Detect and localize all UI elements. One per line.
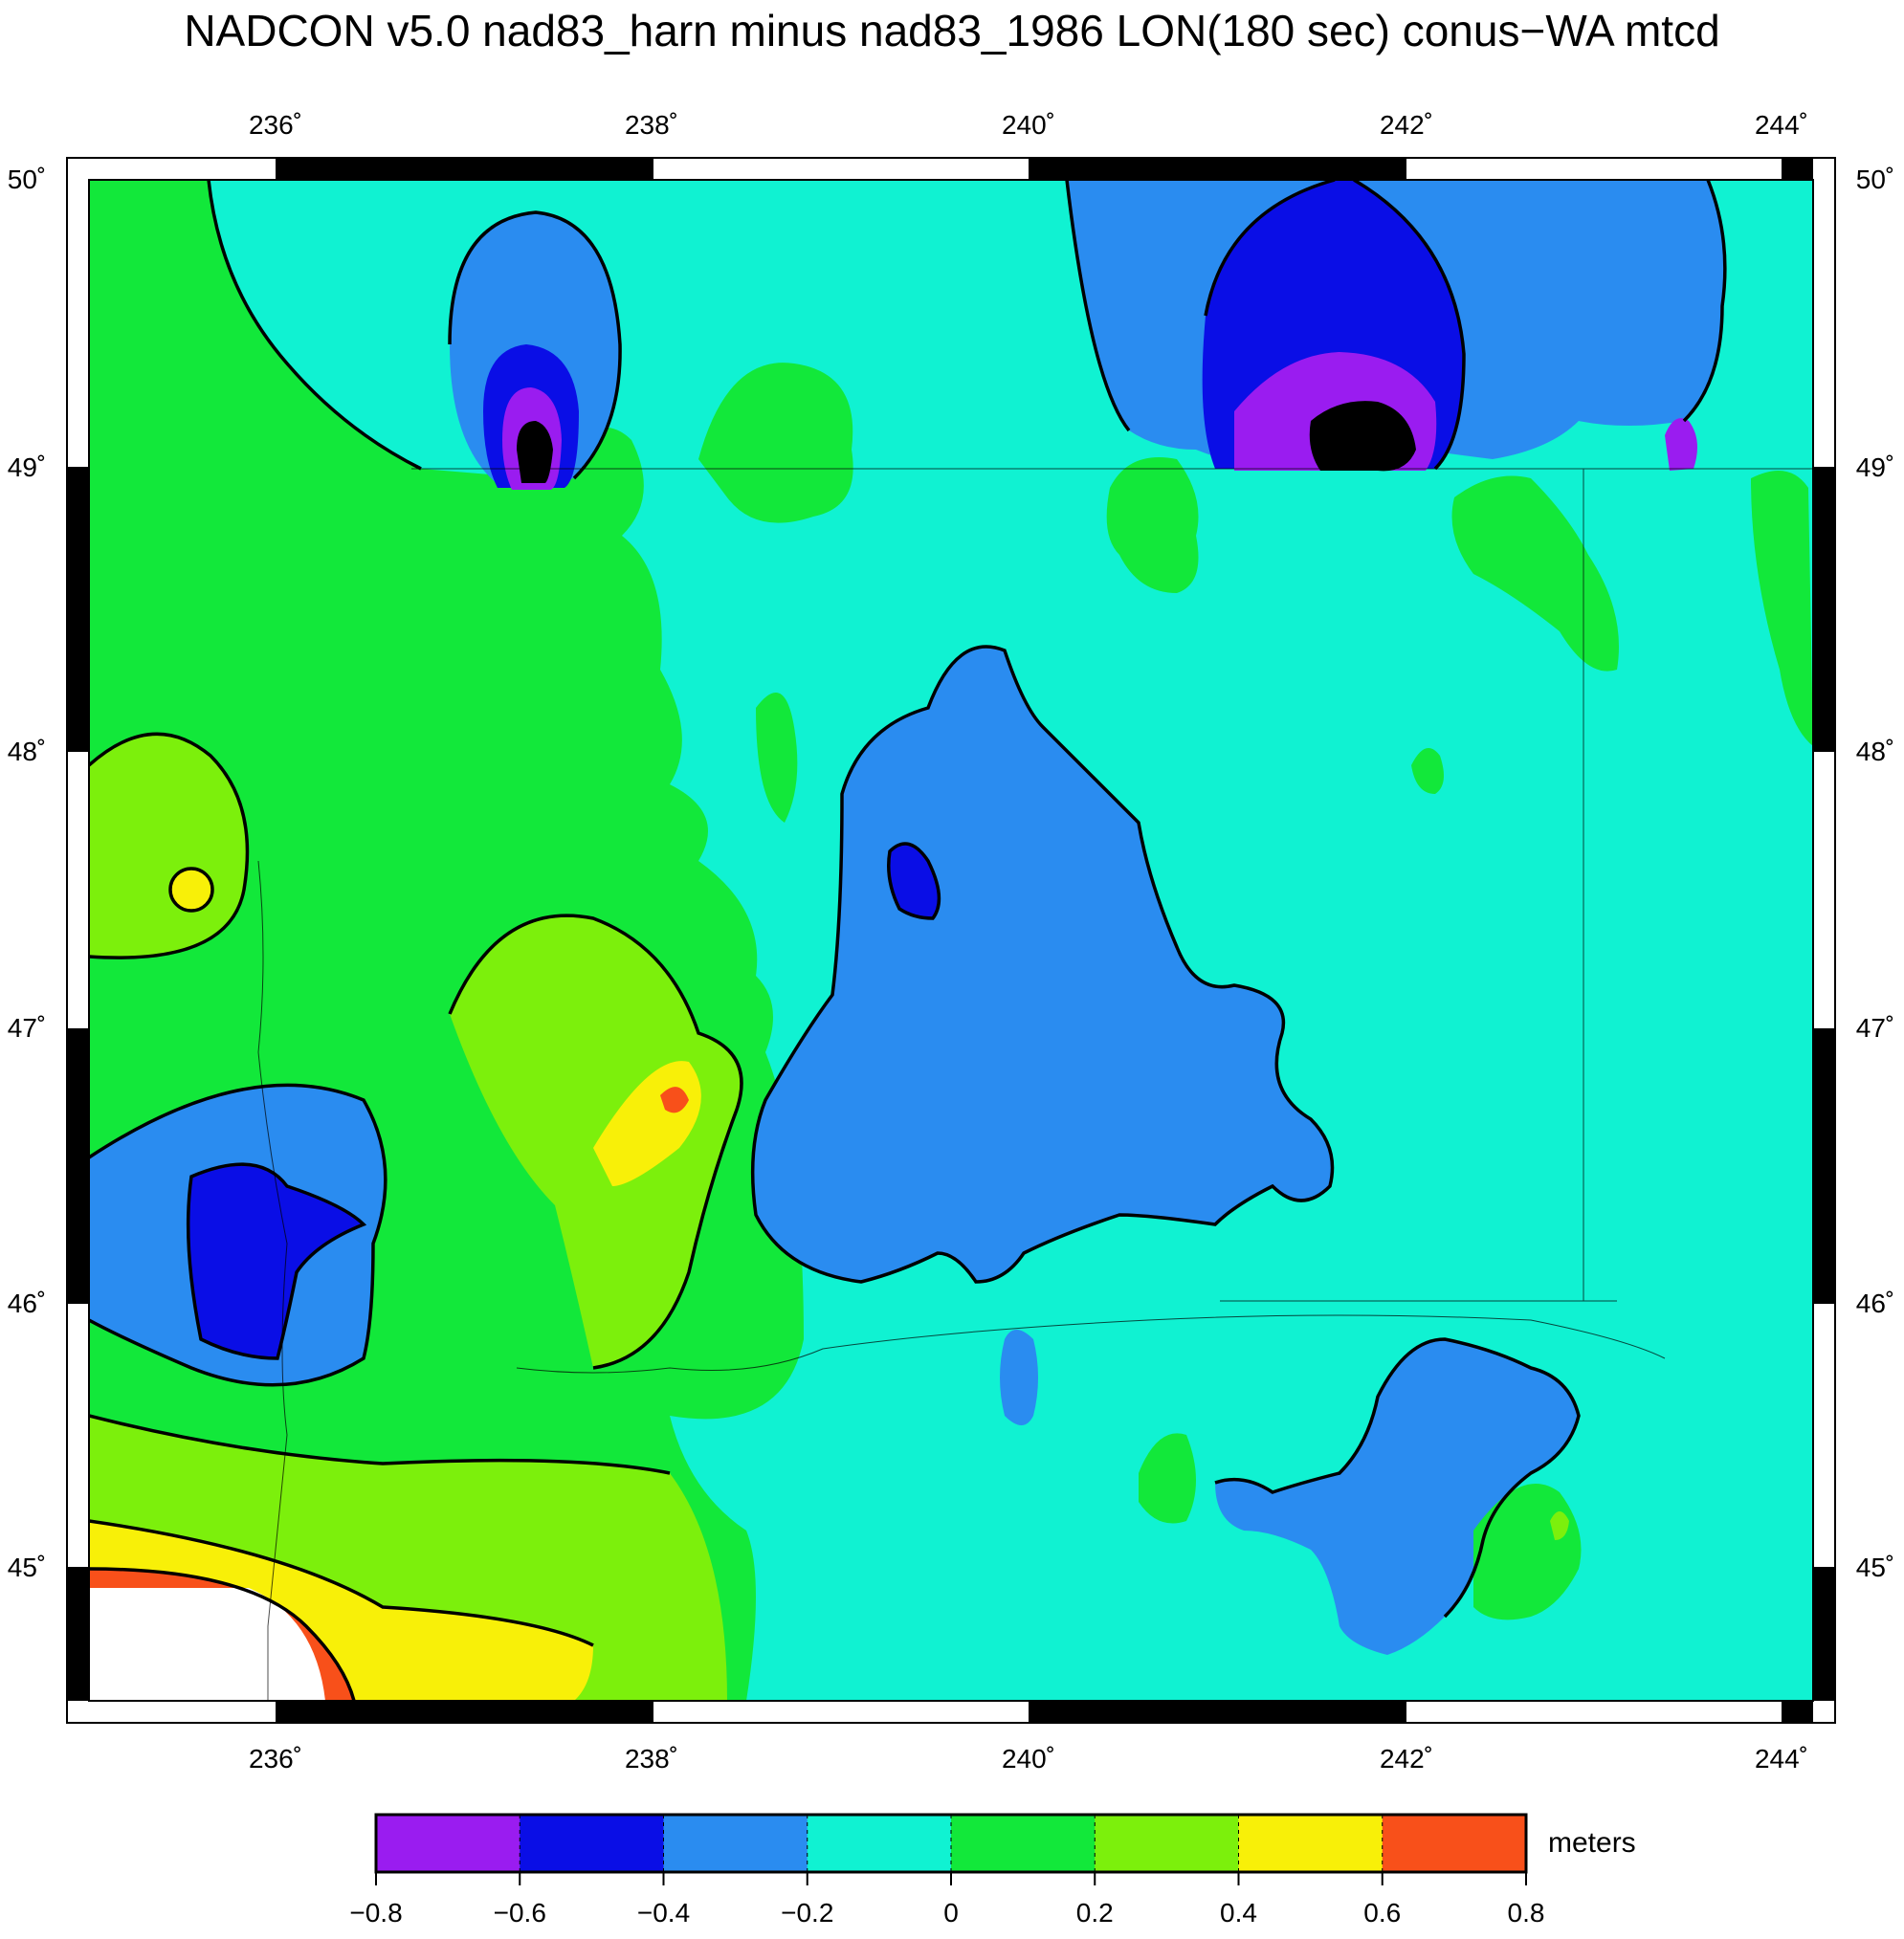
green-east-b [1451,475,1619,672]
contour-line-northwest [207,180,422,471]
no-data-southwest [89,1588,325,1701]
lat-tick-left: 49˚ [8,452,46,482]
colorbar-tick-label: −0.2 [781,1898,833,1928]
green-south-a [1139,1433,1196,1524]
green-east-a [1106,457,1199,593]
black-core-a [517,421,553,483]
lon-tick-bottom: 238˚ [625,1744,678,1774]
colorbar-tick-label: −0.8 [349,1898,402,1928]
contour-line-ne-east [1682,180,1727,423]
colorbar-tick-label: 0.4 [1220,1898,1257,1928]
colorbar-tick-label: −0.4 [637,1898,690,1928]
colorbar-swatch [376,1815,520,1872]
colorbar-swatch [663,1815,808,1872]
contour-line-south-c [89,1567,356,1701]
map-frame [66,157,1836,1724]
coastline-pacific [257,860,288,1701]
lon-tick-top: 244˚ [1755,110,1808,140]
colorbar-tick-label: 0.6 [1363,1898,1401,1928]
lon-tick-bottom: 244˚ [1755,1744,1808,1774]
lat-tick-left: 48˚ [8,737,46,766]
lat-tick-right: 45˚ [1856,1553,1894,1582]
colorbar-swatch [1095,1815,1239,1872]
contour-line-southeast [1214,1337,1581,1619]
lat-ticks-right: 50˚ 49˚ 48˚ 47˚ 46˚ 45˚ [1856,165,1894,1582]
colorbar-tick-label: −0.6 [494,1898,546,1928]
lat-tick-right: 49˚ [1856,452,1894,482]
lat-ticks-left: 50˚ 49˚ 48˚ 47˚ 46˚ 45˚ [8,165,46,1582]
contour-fill-layer [89,180,1813,1701]
green-east-edge [1751,471,1813,746]
colorbar-swatches [376,1815,1527,1872]
lat-tick-left: 46˚ [8,1289,46,1318]
lat-tick-right: 48˚ [1856,737,1894,766]
green-spot-east [1411,748,1444,794]
dark-blue-west [188,1164,364,1358]
black-core-northeast [1309,401,1416,472]
lat-tick-left: 45˚ [8,1553,46,1582]
light-blue-south-a [1000,1330,1038,1425]
contour-line-ne-west [1065,180,1131,432]
colorbar-labels: −0.8 −0.6 −0.4 −0.2 0 0.2 0.4 0.6 0.8 [349,1872,1544,1928]
lat-tick-left: 50˚ [8,165,46,194]
contour-lines [89,180,1727,1701]
yellow-green-southeast [1550,1511,1569,1540]
lon-tick-top: 238˚ [625,110,678,140]
colorbar-tick-label: 0 [943,1898,959,1928]
yellow-green-central [450,915,742,1368]
contour-line-yellow-green-central [448,914,743,1370]
colorbar-swatch [951,1815,1096,1872]
contour-line-central-dark [887,842,941,920]
lon-tick-bottom: 242˚ [1380,1744,1433,1774]
border-columbia-river [516,1314,1666,1374]
colorbar-swatch [1238,1815,1384,1872]
lon-tick-bottom: 236˚ [249,1744,302,1774]
contour-line-south-a [89,1414,671,1475]
lon-ticks-top: 236˚ 238˚ 240˚ 242˚ 244˚ [249,110,1808,140]
contour-line-yellow-green-west [89,732,250,959]
colorbar-swatch [807,1815,952,1872]
contour-line-south-b [89,1519,594,1647]
coastline-and-borders [257,468,1813,1701]
contour-line-central [750,645,1335,1284]
green-lobe-north [698,363,853,523]
lon-tick-top: 240˚ [1002,110,1055,140]
contour-line-ne-inner [1204,180,1466,471]
lon-tick-top: 242˚ [1380,110,1433,140]
lat-tick-right: 50˚ [1856,165,1894,194]
purple-small-east [1665,418,1697,471]
lon-tick-bottom: 240˚ [1002,1744,1055,1774]
colorbar-tick-label: 0.8 [1508,1898,1545,1928]
green-blob [756,693,798,823]
lat-tick-left: 47˚ [8,1013,46,1043]
lat-tick-right: 46˚ [1856,1289,1894,1318]
colorbar-unit-label: meters [1548,1827,1636,1859]
contour-line-yellow-spot [168,867,214,913]
dark-blue-central [888,844,940,918]
contour-line-lobe-a [448,210,622,480]
lon-ticks-bottom: 236˚ 238˚ 240˚ 242˚ 244˚ [249,1744,1808,1774]
colorbar-swatch [520,1815,664,1872]
yellow-spot-west [170,869,212,911]
orange-spot-central [660,1087,689,1113]
light-blue-southeast [1215,1339,1579,1655]
contour-line-west-inner [186,1162,367,1360]
colorbar-swatch [1382,1815,1527,1872]
lon-tick-top: 236˚ [249,110,302,140]
lat-tick-right: 47˚ [1856,1013,1894,1043]
light-blue-central [752,647,1333,1282]
colorbar-tick-label: 0.2 [1076,1898,1114,1928]
map-title: NADCON v5.0 nad83_harn minus nad83_1986 … [184,6,1720,55]
colorbar: −0.8 −0.6 −0.4 −0.2 0 0.2 0.4 0.6 0.8 [349,1813,1544,1928]
contour-line-west-oval [89,1083,387,1387]
